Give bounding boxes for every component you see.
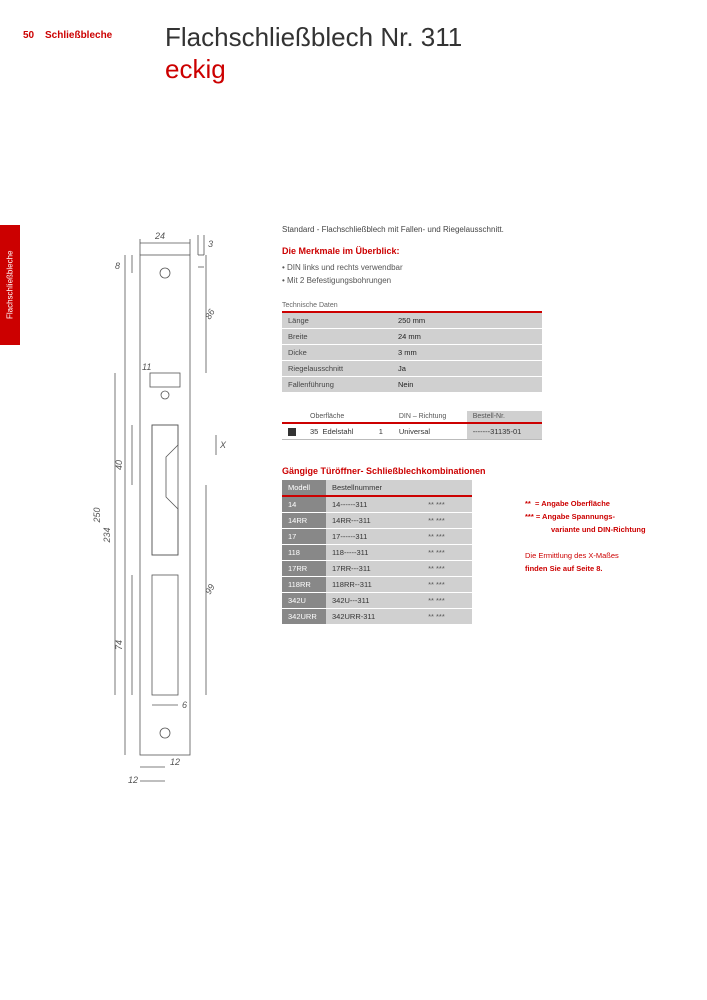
svg-text:86: 86 (203, 307, 217, 321)
svg-text:3: 3 (208, 239, 213, 249)
combo-number: 14------311 (326, 496, 422, 513)
page-number: 50 (23, 30, 34, 41)
combo-stars: ** *** (422, 608, 472, 624)
combos-header-model: Modell (282, 480, 326, 496)
breadcrumb: Schließbleche (45, 30, 112, 41)
spec-label: Fallenführung (282, 376, 392, 392)
order-din: Universal (393, 423, 467, 439)
page-title-main: Flachschließblech Nr. 311 (165, 22, 462, 53)
combo-stars: ** *** (422, 544, 472, 560)
combo-stars: ** *** (422, 576, 472, 592)
combo-stars: ** *** (422, 592, 472, 608)
legend-note: Die Ermittlung des X-Maßes (525, 550, 695, 563)
svg-text:99: 99 (203, 582, 217, 596)
features-title: Die Merkmale im Überblick: (282, 246, 682, 256)
spec-label: Breite (282, 328, 392, 344)
spec-label: Länge (282, 313, 392, 329)
combo-model: 118 (282, 544, 326, 560)
order-surface: 35 Edelstahl (304, 423, 373, 439)
legend-text: = Angabe Spannungs- (536, 512, 615, 521)
order-header-din: DIN – Richtung (393, 411, 467, 423)
svg-text:24: 24 (154, 231, 165, 241)
svg-text:12: 12 (170, 757, 180, 767)
combos-header-number: Bestellnummer (326, 480, 472, 496)
order-qty: 1 (373, 423, 393, 439)
combo-model: 17RR (282, 560, 326, 576)
combo-number: 17RR---311 (326, 560, 422, 576)
spec-table: Länge250 mm Breite24 mm Dicke3 mm Riegel… (282, 313, 542, 393)
spec-value: Nein (392, 376, 542, 392)
combos-table: Modell Bestellnummer 1414------311** ***… (282, 480, 472, 625)
legend: ** = Angabe Oberfläche *** = Angabe Span… (525, 498, 695, 576)
combo-stars: ** *** (422, 512, 472, 528)
page-title-sub: eckig (165, 54, 226, 85)
features-list: DIN links und rechts verwendbar Mit 2 Be… (282, 262, 682, 288)
svg-text:X: X (219, 440, 227, 450)
legend-note: finden Sie auf Seite 8. (525, 563, 695, 576)
combo-model: 342U (282, 592, 326, 608)
combo-number: 342U---311 (326, 592, 422, 608)
combo-model: 342URR (282, 608, 326, 624)
feature-item: DIN links und rechts verwendbar (282, 262, 682, 275)
combo-stars: ** *** (422, 528, 472, 544)
order-header-surface: Oberfläche (304, 411, 373, 423)
combo-number: 118-----311 (326, 544, 422, 560)
intro-text: Standard - Flachschließblech mit Fallen-… (282, 225, 682, 234)
combo-number: 118RR--311 (326, 576, 422, 592)
order-marker (282, 423, 304, 439)
side-tab-label: Flachschließbleche (0, 225, 20, 345)
legend-mark: ** (525, 499, 531, 508)
spec-label: Riegelausschnitt (282, 360, 392, 376)
combo-number: 342URR-311 (326, 608, 422, 624)
combo-number: 14RR---311 (326, 512, 422, 528)
technical-drawing: 24 3 8 86 11 40 234 250 X 99 74 6 12 12 (70, 225, 260, 795)
thin-rule (282, 439, 542, 440)
combo-stars: ** *** (422, 560, 472, 576)
svg-text:250: 250 (92, 507, 102, 523)
legend-text: variante und DIN-Richtung (551, 525, 646, 534)
legend-mark: *** (525, 512, 534, 521)
spec-value: 250 mm (392, 313, 542, 329)
tech-data-heading: Technische Daten (282, 302, 682, 309)
combos-title: Gängige Türöffner- Schließblechkombinati… (282, 466, 682, 476)
spec-value: 3 mm (392, 344, 542, 360)
combo-model: 14 (282, 496, 326, 513)
order-table: Oberfläche DIN – Richtung Bestell-Nr. 35… (282, 411, 542, 439)
combo-model: 17 (282, 528, 326, 544)
svg-text:40: 40 (114, 460, 124, 470)
order-header-bestell: Bestell-Nr. (467, 411, 542, 423)
svg-text:11: 11 (142, 362, 151, 372)
spec-value: Ja (392, 360, 542, 376)
svg-text:234: 234 (102, 527, 112, 543)
feature-item: Mit 2 Befestigungsbohrungen (282, 275, 682, 288)
svg-text:12: 12 (128, 775, 138, 785)
spec-value: 24 mm (392, 328, 542, 344)
legend-text: = Angabe Oberfläche (535, 499, 610, 508)
svg-text:8: 8 (115, 261, 120, 271)
spec-label: Dicke (282, 344, 392, 360)
svg-text:74: 74 (114, 640, 124, 650)
order-bestell: -------31135-01 (467, 423, 542, 439)
combo-model: 14RR (282, 512, 326, 528)
svg-text:6: 6 (182, 700, 187, 710)
combo-stars: ** *** (422, 496, 472, 513)
combo-model: 118RR (282, 576, 326, 592)
combo-number: 17------311 (326, 528, 422, 544)
